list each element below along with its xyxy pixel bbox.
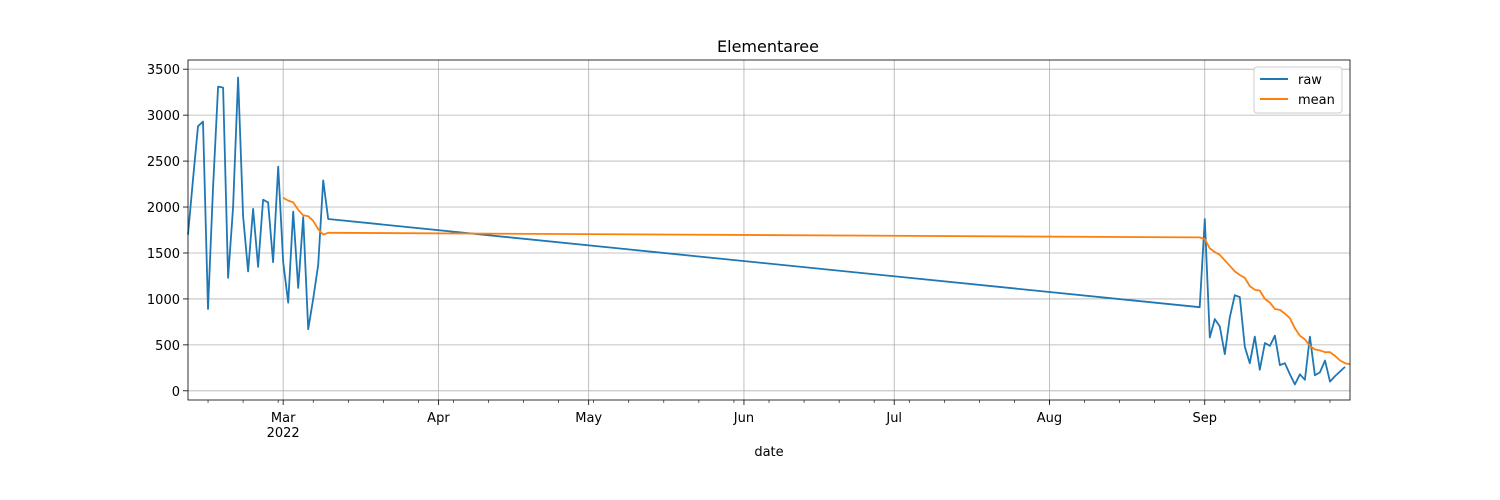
x-tick-sublabel: 2022 (267, 426, 300, 441)
y-tick-label: 3500 (147, 63, 180, 78)
y-tick-label: 2000 (147, 201, 180, 216)
legend: raw mean (1253, 66, 1343, 114)
x-tick-label: Sep (1192, 411, 1217, 426)
x-tick-label: Mar (271, 411, 296, 426)
x-tick-label: May (575, 411, 602, 426)
x-axis-label: date (754, 445, 783, 460)
series-line-raw (187, 76, 1346, 386)
x-tick-label: Jun (733, 411, 754, 426)
x-tick-label: Apr (427, 411, 450, 426)
y-tick-label: 1000 (147, 293, 180, 308)
plot-frame (187, 59, 1351, 401)
x-tick-label: Aug (1037, 411, 1062, 426)
x-tick-label: Jul (885, 411, 902, 426)
legend-entry-raw: raw (1298, 73, 1322, 88)
y-axis: 0 500 1000 1500 2000 2500 3000 3500 (147, 63, 188, 400)
grid (188, 60, 1350, 400)
y-tick-label: 3000 (147, 109, 180, 124)
legend-entry-mean: mean (1298, 93, 1335, 108)
chart-title: Elementaree (717, 37, 819, 56)
y-tick-label: 0 (172, 385, 180, 400)
series-line-mean (282, 197, 1351, 366)
y-tick-label: 500 (155, 339, 180, 354)
series-layer (187, 76, 1351, 386)
y-tick-label: 2500 (147, 155, 180, 170)
y-tick-label: 1500 (147, 247, 180, 262)
